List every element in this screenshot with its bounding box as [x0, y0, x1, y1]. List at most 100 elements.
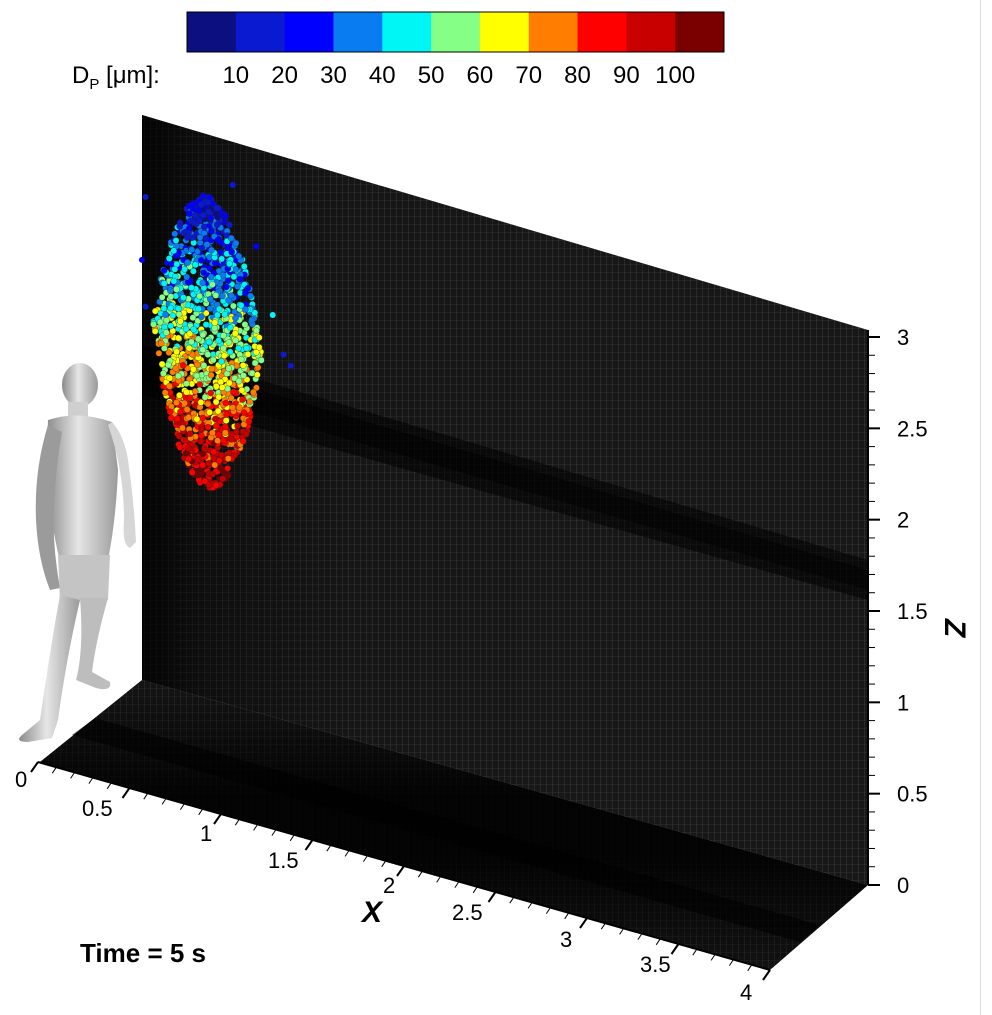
x-minor-tick [106, 782, 112, 790]
particle [188, 338, 195, 346]
particle [184, 444, 192, 452]
particle [209, 470, 216, 478]
particle [228, 292, 235, 299]
x-minor-tick [619, 928, 625, 935]
particle [192, 261, 199, 269]
particle [185, 455, 192, 463]
particle [190, 219, 198, 226]
particle [240, 421, 248, 428]
x-tick-mark [121, 787, 131, 799]
particle [158, 360, 166, 368]
particle [222, 429, 229, 436]
particle [194, 456, 202, 463]
particle [212, 482, 220, 489]
particle [228, 234, 235, 242]
particle [250, 388, 257, 396]
particle [222, 417, 230, 424]
particle [166, 255, 173, 262]
x-minor-tick [88, 777, 94, 784]
particle [226, 379, 233, 387]
particle [233, 428, 240, 435]
particle [185, 344, 193, 352]
particle [224, 277, 232, 284]
particle [242, 306, 249, 313]
particle [190, 366, 197, 373]
particle [214, 213, 221, 221]
z-axis-title: Z [938, 618, 971, 639]
particle [206, 409, 213, 416]
particle [243, 344, 250, 352]
particle [219, 475, 226, 483]
colorbar-cell [235, 12, 286, 52]
particle [199, 279, 207, 287]
colorbar-cell [626, 12, 676, 52]
x-minor-tick [637, 933, 643, 940]
x-minor-tick [692, 948, 698, 956]
particle [179, 362, 187, 369]
particle [252, 349, 260, 356]
colorbar-cell [382, 12, 432, 52]
particle [203, 241, 211, 248]
particle [212, 398, 220, 406]
particle [163, 329, 170, 336]
particle [213, 221, 221, 228]
particle [236, 404, 243, 411]
particle [160, 267, 168, 274]
particle [255, 344, 263, 351]
particle [184, 259, 191, 266]
colorbar-tick-label: 30 [320, 62, 347, 89]
x-minor-tick [527, 902, 533, 909]
particle [206, 265, 213, 272]
colorbar-tick-label: 70 [515, 62, 543, 89]
x-minor-tick [179, 803, 185, 810]
z-tick-label: 2.5 [897, 416, 928, 441]
particle [172, 237, 180, 244]
particle [167, 293, 175, 300]
particle [244, 285, 252, 292]
particle [197, 399, 205, 406]
particle [207, 295, 214, 303]
particle [201, 477, 209, 485]
x-tick-mark [579, 917, 588, 929]
particle [199, 346, 206, 354]
particle [237, 302, 245, 309]
particle [239, 396, 246, 403]
particle [239, 438, 247, 445]
particle [228, 248, 235, 256]
particle [198, 201, 205, 209]
particle [160, 280, 168, 287]
particle [213, 383, 220, 390]
particle [174, 415, 181, 423]
particle [161, 389, 169, 396]
particle [231, 330, 239, 337]
particle [234, 283, 241, 290]
particle [188, 246, 195, 253]
particle [202, 234, 210, 242]
colorbar-tick-label: 80 [564, 62, 591, 89]
particle [171, 230, 178, 238]
x-minor-tick [417, 870, 423, 878]
particle [215, 431, 222, 439]
particle [199, 414, 206, 422]
x-tick-label: 0 [15, 767, 27, 792]
time-label: Time = 5 s [80, 938, 206, 968]
x-minor-tick [747, 964, 753, 972]
page-edge-rule [980, 0, 981, 1015]
z-tick-label: 0 [897, 873, 909, 898]
particle [230, 302, 237, 310]
colorbar-title: DP [μm]: [72, 62, 160, 93]
particle [170, 247, 178, 254]
particle [236, 275, 244, 283]
particle [225, 339, 233, 346]
x-axis-title: X [360, 896, 384, 929]
particle [240, 372, 247, 379]
particle [198, 432, 205, 439]
x-minor-tick [454, 881, 460, 888]
x-minor-tick [545, 907, 551, 914]
particle [240, 409, 248, 416]
particle-cloud [139, 182, 294, 491]
z-axis: 0 0.5 1 1.5 2 2.5 3 Z [867, 325, 971, 898]
particle [219, 271, 227, 279]
particle [287, 362, 294, 369]
